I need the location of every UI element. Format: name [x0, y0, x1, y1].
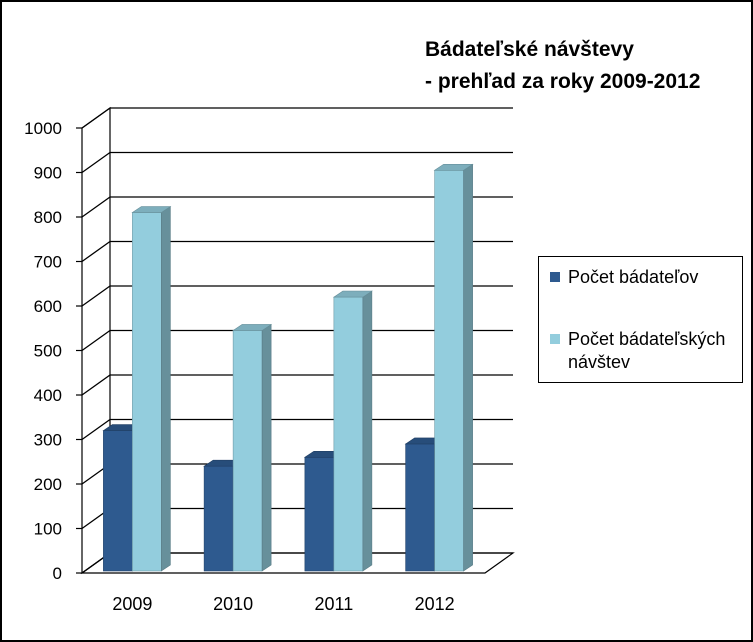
bar-side: [261, 323, 272, 572]
bar-front: [434, 169, 464, 572]
bar-top: [131, 206, 172, 213]
gridline: [81, 107, 513, 129]
y-tick-label: 300: [34, 431, 62, 450]
bar-front: [132, 212, 162, 572]
y-tick-label: 800: [34, 208, 62, 227]
y-tick-label: 700: [34, 253, 62, 272]
gridline: [81, 329, 513, 352]
x-axis-labels: 2009 2010 2011 2012: [112, 594, 454, 614]
bar-side: [161, 205, 171, 572]
legend-label-bidatelov: Počet bádateľov: [568, 267, 699, 287]
legend-item-bidatelov: Počet bádateľov: [550, 266, 698, 289]
y-tick-label: 0: [53, 564, 62, 583]
bar-front: [405, 443, 435, 572]
bar-front: [103, 430, 133, 572]
chart-title: Bádateľské návštevy - prehľad za roky 20…: [425, 34, 735, 98]
gridline: [81, 418, 513, 441]
bar-top: [433, 163, 474, 171]
gridline: [81, 285, 513, 307]
bar-front: [232, 330, 263, 572]
y-tick-label: 200: [34, 475, 62, 494]
x-tick-label-2011: 2011: [315, 594, 354, 614]
chart-title-line-1: Bádateľské návštevy: [425, 38, 634, 61]
chart-gridlines: [76, 107, 513, 574]
bar-2011-series-2: [332, 290, 373, 572]
bar-front: [203, 465, 234, 572]
x-tick-label-2009: 2009: [112, 594, 152, 614]
chart-title-line-2: - prehľad za roky 2009-2012: [425, 70, 701, 93]
gridline: [81, 374, 513, 396]
bar-front: [304, 456, 335, 572]
chart-legend: Počet bádateľov Počet bádateľských návšt…: [538, 256, 743, 383]
bar-2012-series-2: [433, 163, 474, 572]
bar-2009-series-2: [131, 205, 172, 572]
y-tick-label: 600: [34, 297, 62, 316]
bar-top: [332, 290, 373, 298]
chart-bars: [102, 163, 474, 572]
y-tick-label: 500: [34, 342, 62, 361]
legend-swatch-bidatelov: [550, 272, 560, 282]
gridline: [81, 151, 513, 174]
legend-label-navstev: Počet bádateľských návštev: [568, 329, 726, 372]
bar-side: [463, 163, 473, 572]
y-tick-label: 400: [34, 386, 62, 405]
bar-front: [333, 296, 364, 572]
y-tick-label: 900: [34, 164, 62, 183]
bar-side: [362, 290, 373, 572]
x-tick-label-2010: 2010: [213, 594, 253, 614]
y-tick-label: 100: [34, 520, 62, 539]
y-axis-labels: 0 100 200 300 400 500 600 700 800 900 1000: [24, 119, 62, 583]
gridline: [81, 196, 513, 218]
legend-swatch-navstev: [550, 334, 560, 344]
legend-item-navstev: Počet bádateľských návštev: [550, 328, 738, 374]
gridline: [81, 240, 513, 263]
x-tick-label-2012: 2012: [415, 594, 455, 614]
y-tick-label: 1000: [24, 119, 62, 138]
bar-2010-series-2: [232, 323, 273, 572]
bar-top: [232, 324, 273, 331]
